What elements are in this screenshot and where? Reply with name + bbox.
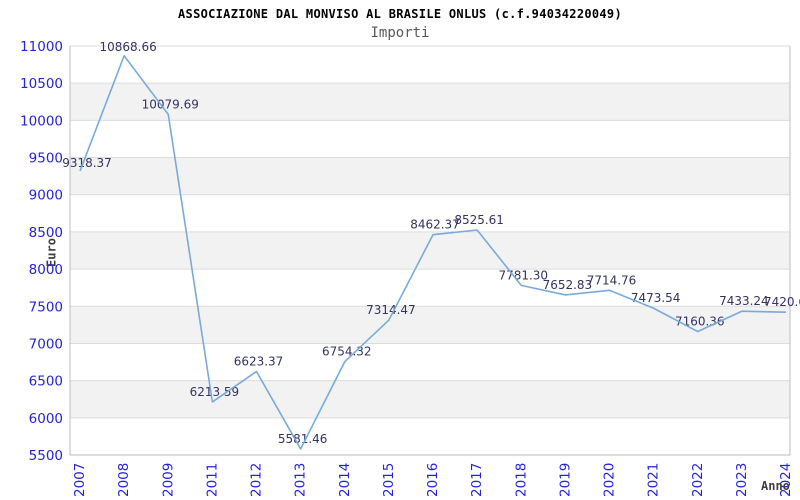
y-tick-label: 8500 xyxy=(29,225,63,241)
data-point-label: 5581.46 xyxy=(278,432,328,446)
y-tick-label: 9000 xyxy=(29,188,63,204)
x-tick-label: 2011 xyxy=(204,463,220,497)
x-tick-label: 2020 xyxy=(602,463,618,497)
data-point-label: 6623.37 xyxy=(234,354,284,368)
plot-band xyxy=(70,46,790,84)
y-tick-label: 7000 xyxy=(29,336,63,352)
x-tick-label: 2019 xyxy=(557,463,573,497)
plot-band xyxy=(70,380,790,418)
data-point-label: 8525.61 xyxy=(454,213,504,227)
plot-band xyxy=(70,83,790,121)
data-point-label: 7420.6 xyxy=(764,295,800,309)
data-point-label: 7433.24 xyxy=(719,294,769,308)
x-tick-label: 2024 xyxy=(778,463,794,497)
data-line xyxy=(79,54,787,450)
x-tick-label: 2018 xyxy=(513,463,529,497)
data-point-label: 10868.66 xyxy=(99,40,156,54)
x-axis-label: Anno xyxy=(761,479,790,493)
y-tick-label: 8000 xyxy=(29,262,63,278)
data-point-label: 9318.37 xyxy=(62,156,112,170)
y-tick-label: 9500 xyxy=(29,151,63,167)
plot-band xyxy=(70,269,790,307)
plot-band xyxy=(70,343,790,381)
x-tick-label: 2016 xyxy=(425,463,441,497)
x-tick-label: 2023 xyxy=(734,463,750,497)
x-tick-label: 2022 xyxy=(690,463,706,497)
plot-band xyxy=(70,120,790,158)
data-point-label: 7781.30 xyxy=(498,268,548,282)
plot-band xyxy=(70,157,790,195)
plot-band xyxy=(70,194,790,232)
plot-band xyxy=(70,417,790,455)
data-point-label: 7714.76 xyxy=(587,273,637,287)
x-tick-label: 2013 xyxy=(293,463,309,497)
data-point-label: 10079.69 xyxy=(142,97,199,111)
x-tick-label: 2015 xyxy=(381,463,397,497)
data-point-label: 6213.59 xyxy=(190,385,240,399)
data-point-label: 7314.47 xyxy=(366,303,416,317)
y-tick-label: 6000 xyxy=(29,411,63,427)
x-tick-label: 2021 xyxy=(646,463,662,497)
y-tick-label: 6500 xyxy=(29,374,63,390)
data-point-label: 6754.32 xyxy=(322,345,372,359)
data-point-label: 7652.83 xyxy=(543,278,593,292)
x-tick-label: 2014 xyxy=(337,463,353,497)
plot-band xyxy=(70,231,790,270)
chart-subtitle: Importi xyxy=(370,25,430,41)
data-point-label: 7160.36 xyxy=(675,315,725,329)
plot-band xyxy=(70,306,790,344)
data-point-label: 7473.54 xyxy=(631,291,681,305)
data-point-label: 8462.37 xyxy=(410,218,460,232)
x-tick-label: 2008 xyxy=(116,463,132,497)
y-tick-label: 10500 xyxy=(20,76,63,92)
x-tick-label: 2017 xyxy=(469,463,485,497)
y-tick-label: 7500 xyxy=(29,299,63,315)
y-tick-label: 11000 xyxy=(20,39,63,55)
x-tick-label: 2012 xyxy=(249,463,265,497)
y-tick-label: 10000 xyxy=(20,113,63,129)
x-tick-label: 2009 xyxy=(160,463,176,497)
chart-title: ASSOCIAZIONE DAL MONVISO AL BRASILE ONLU… xyxy=(178,7,622,21)
y-tick-label: 5500 xyxy=(29,448,63,464)
x-tick-label: 2007 xyxy=(72,463,88,497)
